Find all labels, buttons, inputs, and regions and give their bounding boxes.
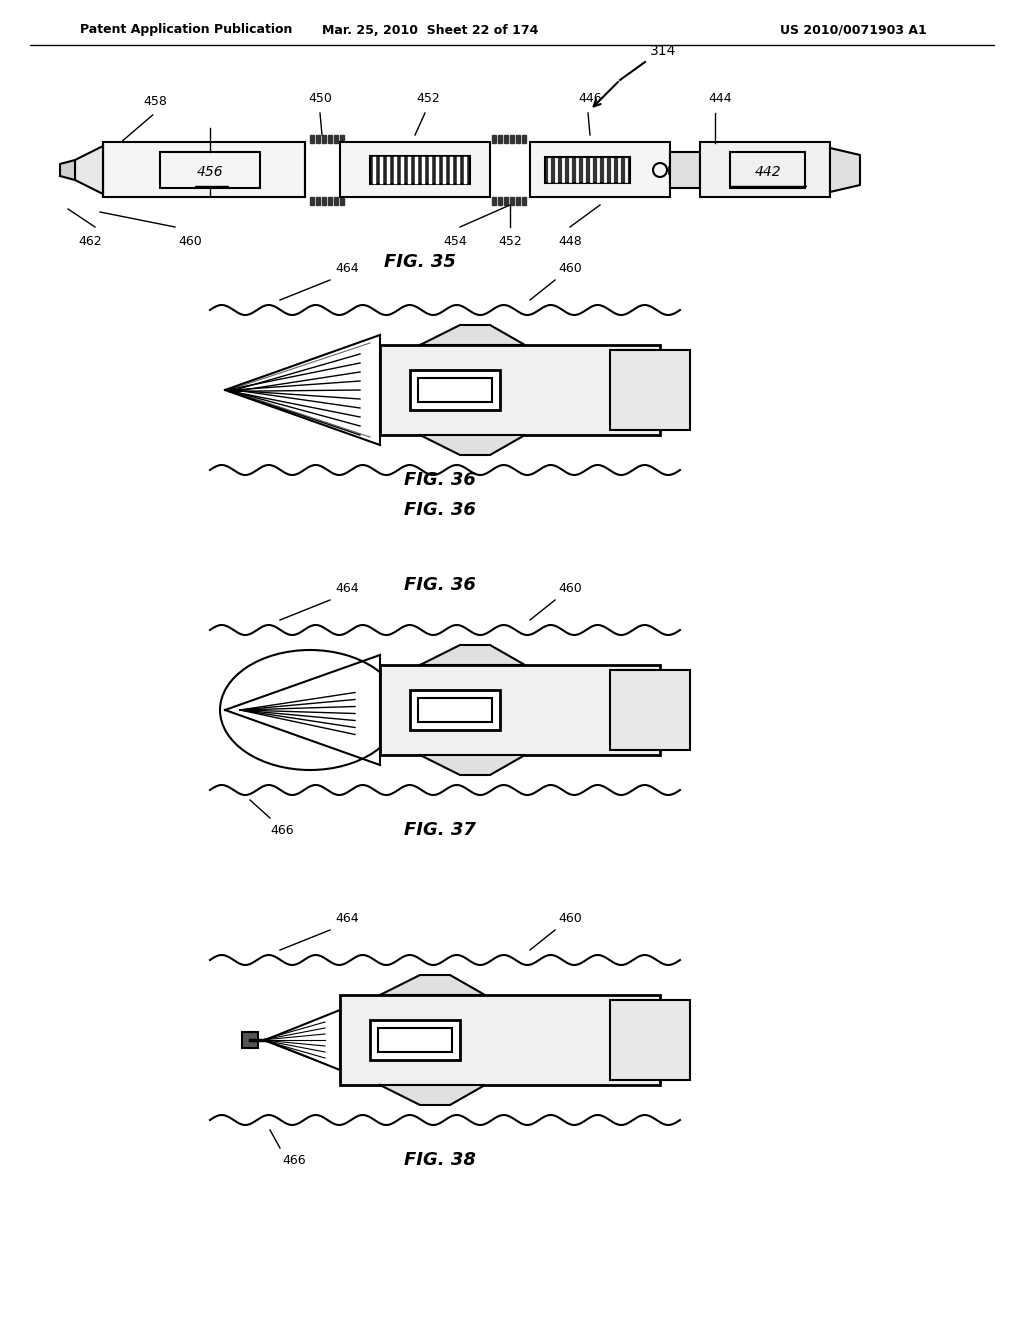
Polygon shape — [516, 197, 520, 205]
Polygon shape — [328, 135, 332, 143]
Bar — [418, 698, 492, 722]
Polygon shape — [310, 135, 314, 143]
Text: 454: 454 — [443, 235, 467, 248]
Text: FIG. 36: FIG. 36 — [404, 576, 476, 594]
Text: 458: 458 — [143, 95, 167, 108]
Bar — [103, 143, 305, 197]
Bar — [87, 154, 103, 185]
Text: 446: 446 — [579, 92, 602, 106]
Text: 456: 456 — [197, 165, 223, 180]
Text: 464: 464 — [335, 582, 358, 595]
Polygon shape — [420, 325, 525, 345]
Bar — [668, 166, 670, 174]
Polygon shape — [510, 135, 514, 143]
Text: 466: 466 — [282, 1154, 305, 1167]
Text: FIG. 35: FIG. 35 — [384, 253, 456, 271]
Text: 466: 466 — [270, 824, 294, 837]
Bar — [340, 143, 490, 197]
Text: 448: 448 — [558, 235, 582, 248]
Polygon shape — [310, 197, 314, 205]
Bar — [418, 378, 492, 403]
Text: 314: 314 — [650, 44, 677, 58]
Polygon shape — [380, 975, 485, 995]
Polygon shape — [316, 197, 319, 205]
Text: FIG. 36: FIG. 36 — [404, 471, 476, 488]
Polygon shape — [522, 197, 526, 205]
Polygon shape — [322, 197, 326, 205]
Bar — [410, 690, 500, 730]
Polygon shape — [492, 135, 496, 143]
Bar — [410, 370, 500, 411]
Text: 460: 460 — [558, 582, 582, 595]
Polygon shape — [60, 160, 75, 180]
Text: 460: 460 — [558, 912, 582, 925]
Bar — [242, 1032, 258, 1048]
Text: FIG. 37: FIG. 37 — [404, 821, 476, 840]
Bar — [370, 1020, 460, 1060]
Bar — [610, 671, 690, 750]
Text: 450: 450 — [308, 92, 332, 106]
Text: 462: 462 — [78, 235, 101, 248]
Polygon shape — [322, 135, 326, 143]
Bar — [380, 665, 660, 755]
Polygon shape — [380, 1085, 485, 1105]
Text: 460: 460 — [178, 235, 202, 248]
Polygon shape — [498, 135, 502, 143]
Polygon shape — [510, 197, 514, 205]
Bar — [545, 157, 630, 183]
Text: US 2010/0071903 A1: US 2010/0071903 A1 — [780, 24, 927, 37]
Polygon shape — [316, 135, 319, 143]
Polygon shape — [420, 436, 525, 455]
Text: 442: 442 — [755, 165, 781, 180]
Text: 464: 464 — [335, 261, 358, 275]
Polygon shape — [522, 135, 526, 143]
Text: 444: 444 — [709, 92, 732, 106]
Polygon shape — [830, 148, 860, 191]
Text: 452: 452 — [498, 235, 522, 248]
Polygon shape — [334, 135, 338, 143]
Bar — [378, 1028, 452, 1052]
Text: 460: 460 — [558, 261, 582, 275]
Text: FIG. 38: FIG. 38 — [404, 1151, 476, 1170]
Bar — [340, 995, 660, 1085]
Polygon shape — [75, 147, 103, 194]
Bar — [670, 152, 700, 187]
Bar — [610, 350, 690, 430]
Text: Patent Application Publication: Patent Application Publication — [80, 24, 293, 37]
Polygon shape — [328, 197, 332, 205]
Polygon shape — [516, 135, 520, 143]
Polygon shape — [504, 135, 508, 143]
Bar — [160, 152, 260, 187]
Bar — [730, 152, 805, 187]
Polygon shape — [420, 755, 525, 775]
Polygon shape — [504, 197, 508, 205]
Polygon shape — [498, 197, 502, 205]
Bar — [700, 143, 830, 197]
Bar — [380, 345, 660, 436]
Polygon shape — [420, 645, 525, 665]
Text: Mar. 25, 2010  Sheet 22 of 174: Mar. 25, 2010 Sheet 22 of 174 — [322, 24, 539, 37]
Polygon shape — [492, 197, 496, 205]
Bar — [530, 143, 670, 197]
Polygon shape — [340, 197, 344, 205]
Bar — [85, 162, 105, 178]
Polygon shape — [340, 135, 344, 143]
Bar — [370, 156, 470, 183]
Text: FIG. 36: FIG. 36 — [404, 502, 476, 519]
Bar — [610, 1001, 690, 1080]
Polygon shape — [334, 197, 338, 205]
Text: 464: 464 — [335, 912, 358, 925]
Text: 452: 452 — [416, 92, 440, 106]
